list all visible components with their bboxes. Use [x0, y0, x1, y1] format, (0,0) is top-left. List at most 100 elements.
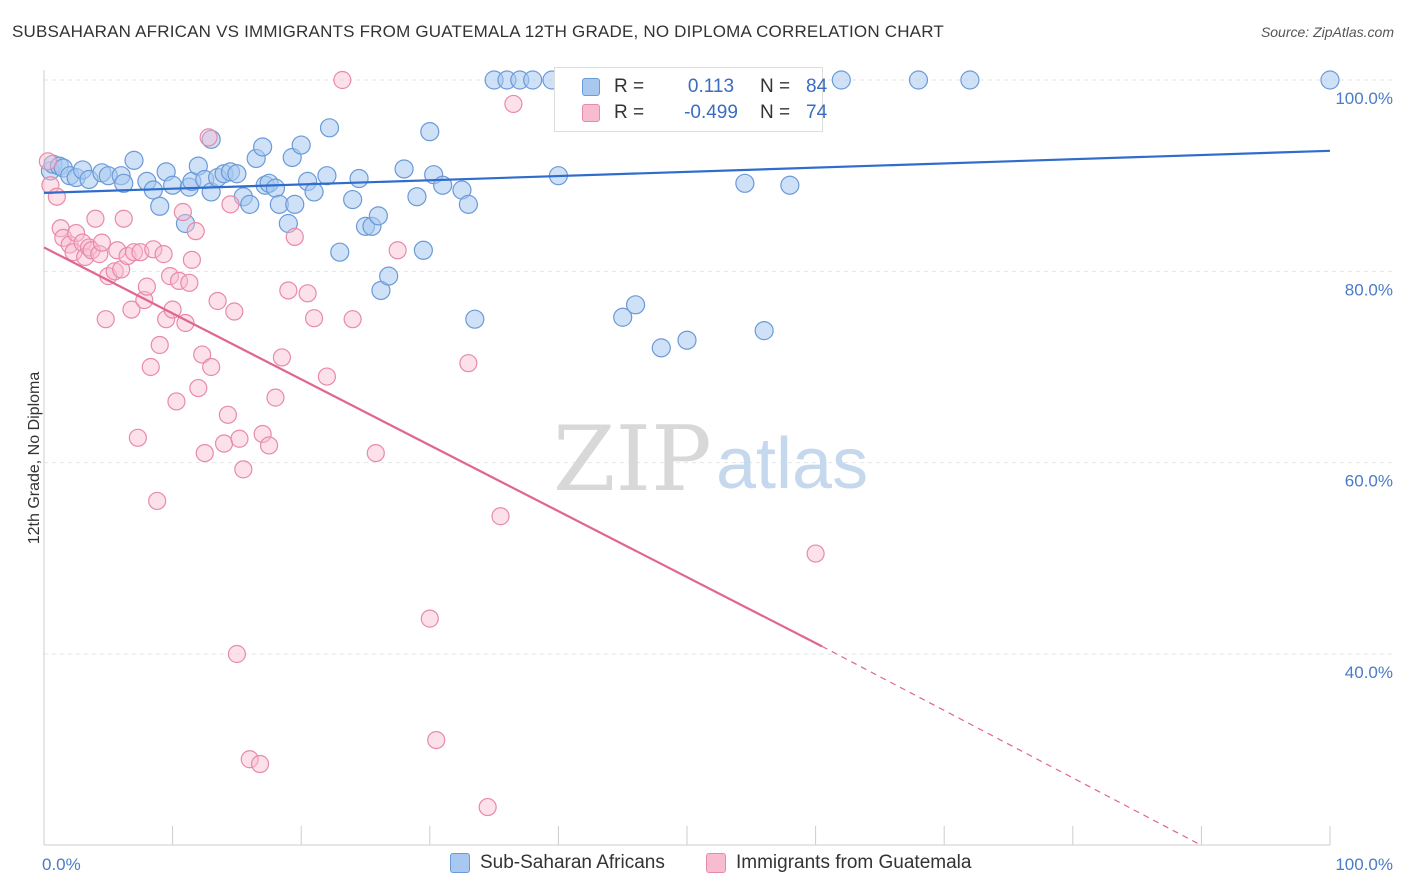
data-point-guatemala: [173, 202, 192, 222]
data-point-guatemala: [193, 345, 212, 364]
data-point-guatemala: [304, 309, 324, 328]
data-point-sub-saharan: [278, 213, 298, 234]
data-point-guatemala: [225, 302, 244, 321]
data-point-sub-saharan: [908, 70, 929, 90]
data-point-guatemala: [253, 424, 272, 444]
data-point-guatemala: [202, 357, 221, 377]
data-point-sub-saharan: [831, 70, 851, 90]
data-point-guatemala: [124, 243, 144, 262]
axes: [43, 70, 1331, 846]
data-point-guatemala: [427, 730, 446, 750]
data-point-guatemala: [148, 491, 167, 511]
legend-item-sub-saharan: Sub-Saharan Africans: [450, 852, 665, 874]
data-point-guatemala: [105, 262, 124, 281]
data-point-sub-saharan: [349, 168, 369, 189]
trend-line-sub-saharan: [43, 149, 1331, 194]
legend-swatch-blue: [582, 78, 600, 96]
legend-r-value: -0.499: [684, 102, 738, 123]
data-point-guatemala: [114, 209, 133, 228]
x-tick-label: 100.0%: [1335, 855, 1393, 874]
data-point-guatemala: [167, 392, 186, 411]
data-point-guatemala: [67, 223, 86, 243]
data-point-sub-saharan: [368, 206, 388, 226]
data-point-guatemala: [180, 273, 199, 292]
data-point-guatemala: [333, 70, 352, 90]
data-point-guatemala: [317, 367, 337, 386]
data-point-guatemala: [141, 357, 160, 377]
data-point-sub-saharan: [285, 194, 305, 214]
y-tick-label: 40.0%: [1345, 663, 1393, 682]
data-point-sub-saharan: [413, 240, 433, 260]
data-point-sub-saharan: [253, 137, 273, 157]
data-point-sub-saharan: [240, 194, 260, 214]
data-point-sub-saharan: [394, 159, 414, 179]
data-point-sub-saharan: [175, 213, 196, 234]
trend-line-guatemala: [43, 246, 823, 648]
legend-r-value: 0.113: [687, 76, 735, 97]
data-point-guatemala: [86, 209, 105, 228]
data-point-sub-saharan: [735, 173, 755, 193]
data-point-guatemala: [234, 460, 253, 479]
data-point-sub-saharan: [651, 338, 671, 358]
data-point-guatemala: [150, 335, 169, 355]
data-point-guatemala: [227, 644, 246, 664]
data-point-guatemala: [240, 750, 259, 769]
watermark-zip: ZIP: [553, 407, 712, 512]
data-point-guatemala: [128, 428, 147, 447]
legend-row-sub-saharan: R = 0.113 N = 84: [555, 74, 827, 100]
legend-swatch-blue: [450, 853, 470, 873]
y-tick-label: 60.0%: [1345, 472, 1393, 491]
data-point-guatemala: [144, 240, 163, 259]
data-point-sub-saharan: [201, 129, 221, 149]
tick-labels: 100.0% 80.0% 60.0% 40.0% 0.0% 100.0%: [42, 89, 1393, 874]
data-point-sub-saharan: [458, 194, 478, 214]
y-axis-label: 12th Grade, No Diploma: [26, 372, 43, 545]
data-point-guatemala: [76, 247, 95, 267]
data-point-sub-saharan: [960, 70, 980, 90]
data-point-guatemala: [92, 233, 111, 252]
data-point-guatemala: [279, 281, 298, 300]
y-tick-label: 100.0%: [1335, 89, 1393, 108]
data-point-sub-saharan: [677, 330, 697, 350]
data-point-guatemala: [459, 354, 478, 373]
chart-source: Source: ZipAtlas.com: [1260, 24, 1394, 40]
data-point-guatemala: [38, 152, 57, 171]
legend-r-label: R =: [614, 102, 645, 123]
data-point-guatemala: [47, 187, 66, 206]
data-point-sub-saharan: [265, 178, 286, 198]
data-point-sub-saharan: [150, 196, 170, 216]
data-point-guatemala: [221, 195, 240, 214]
data-point-sub-saharan: [379, 266, 399, 286]
trend-lines: [43, 149, 1331, 846]
data-point-sub-saharan: [613, 307, 633, 327]
x-tick-label: 0.0%: [42, 855, 81, 874]
data-point-guatemala: [96, 310, 115, 329]
data-point-guatemala: [214, 434, 234, 453]
data-point-sub-saharan: [114, 173, 134, 193]
data-point-guatemala: [160, 267, 180, 286]
data-point-sub-saharan: [420, 122, 440, 142]
data-point-guatemala: [208, 291, 227, 311]
data-point-sub-saharan: [227, 164, 247, 184]
legend-label-guatemala: Immigrants from Guatemala: [736, 852, 972, 873]
data-point-sub-saharan: [523, 70, 543, 90]
legend-n-label: N =: [760, 76, 791, 97]
data-point-sub-saharan: [625, 295, 646, 315]
data-point-sub-saharan: [343, 189, 363, 210]
data-point-sub-saharan: [1320, 70, 1340, 90]
data-point-guatemala: [186, 222, 205, 241]
data-point-guatemala: [195, 444, 214, 463]
legend-item-guatemala: Immigrants from Guatemala: [706, 852, 971, 874]
legend-row-guatemala: R = -0.499 N = 74: [555, 100, 827, 126]
legend-n-label: N =: [760, 102, 791, 123]
y-tick-label: 80.0%: [1345, 280, 1393, 299]
data-point-sub-saharan: [291, 135, 311, 155]
data-point-guatemala: [806, 544, 825, 563]
chart-title: SUBSAHARAN AFRICAN VS IMMIGRANTS FROM GU…: [12, 22, 944, 41]
data-point-sub-saharan: [304, 182, 324, 202]
data-point-sub-saharan: [780, 175, 800, 195]
data-point-sub-saharan: [319, 118, 340, 138]
data-point-guatemala: [154, 245, 173, 264]
data-point-sub-saharan: [317, 166, 337, 186]
